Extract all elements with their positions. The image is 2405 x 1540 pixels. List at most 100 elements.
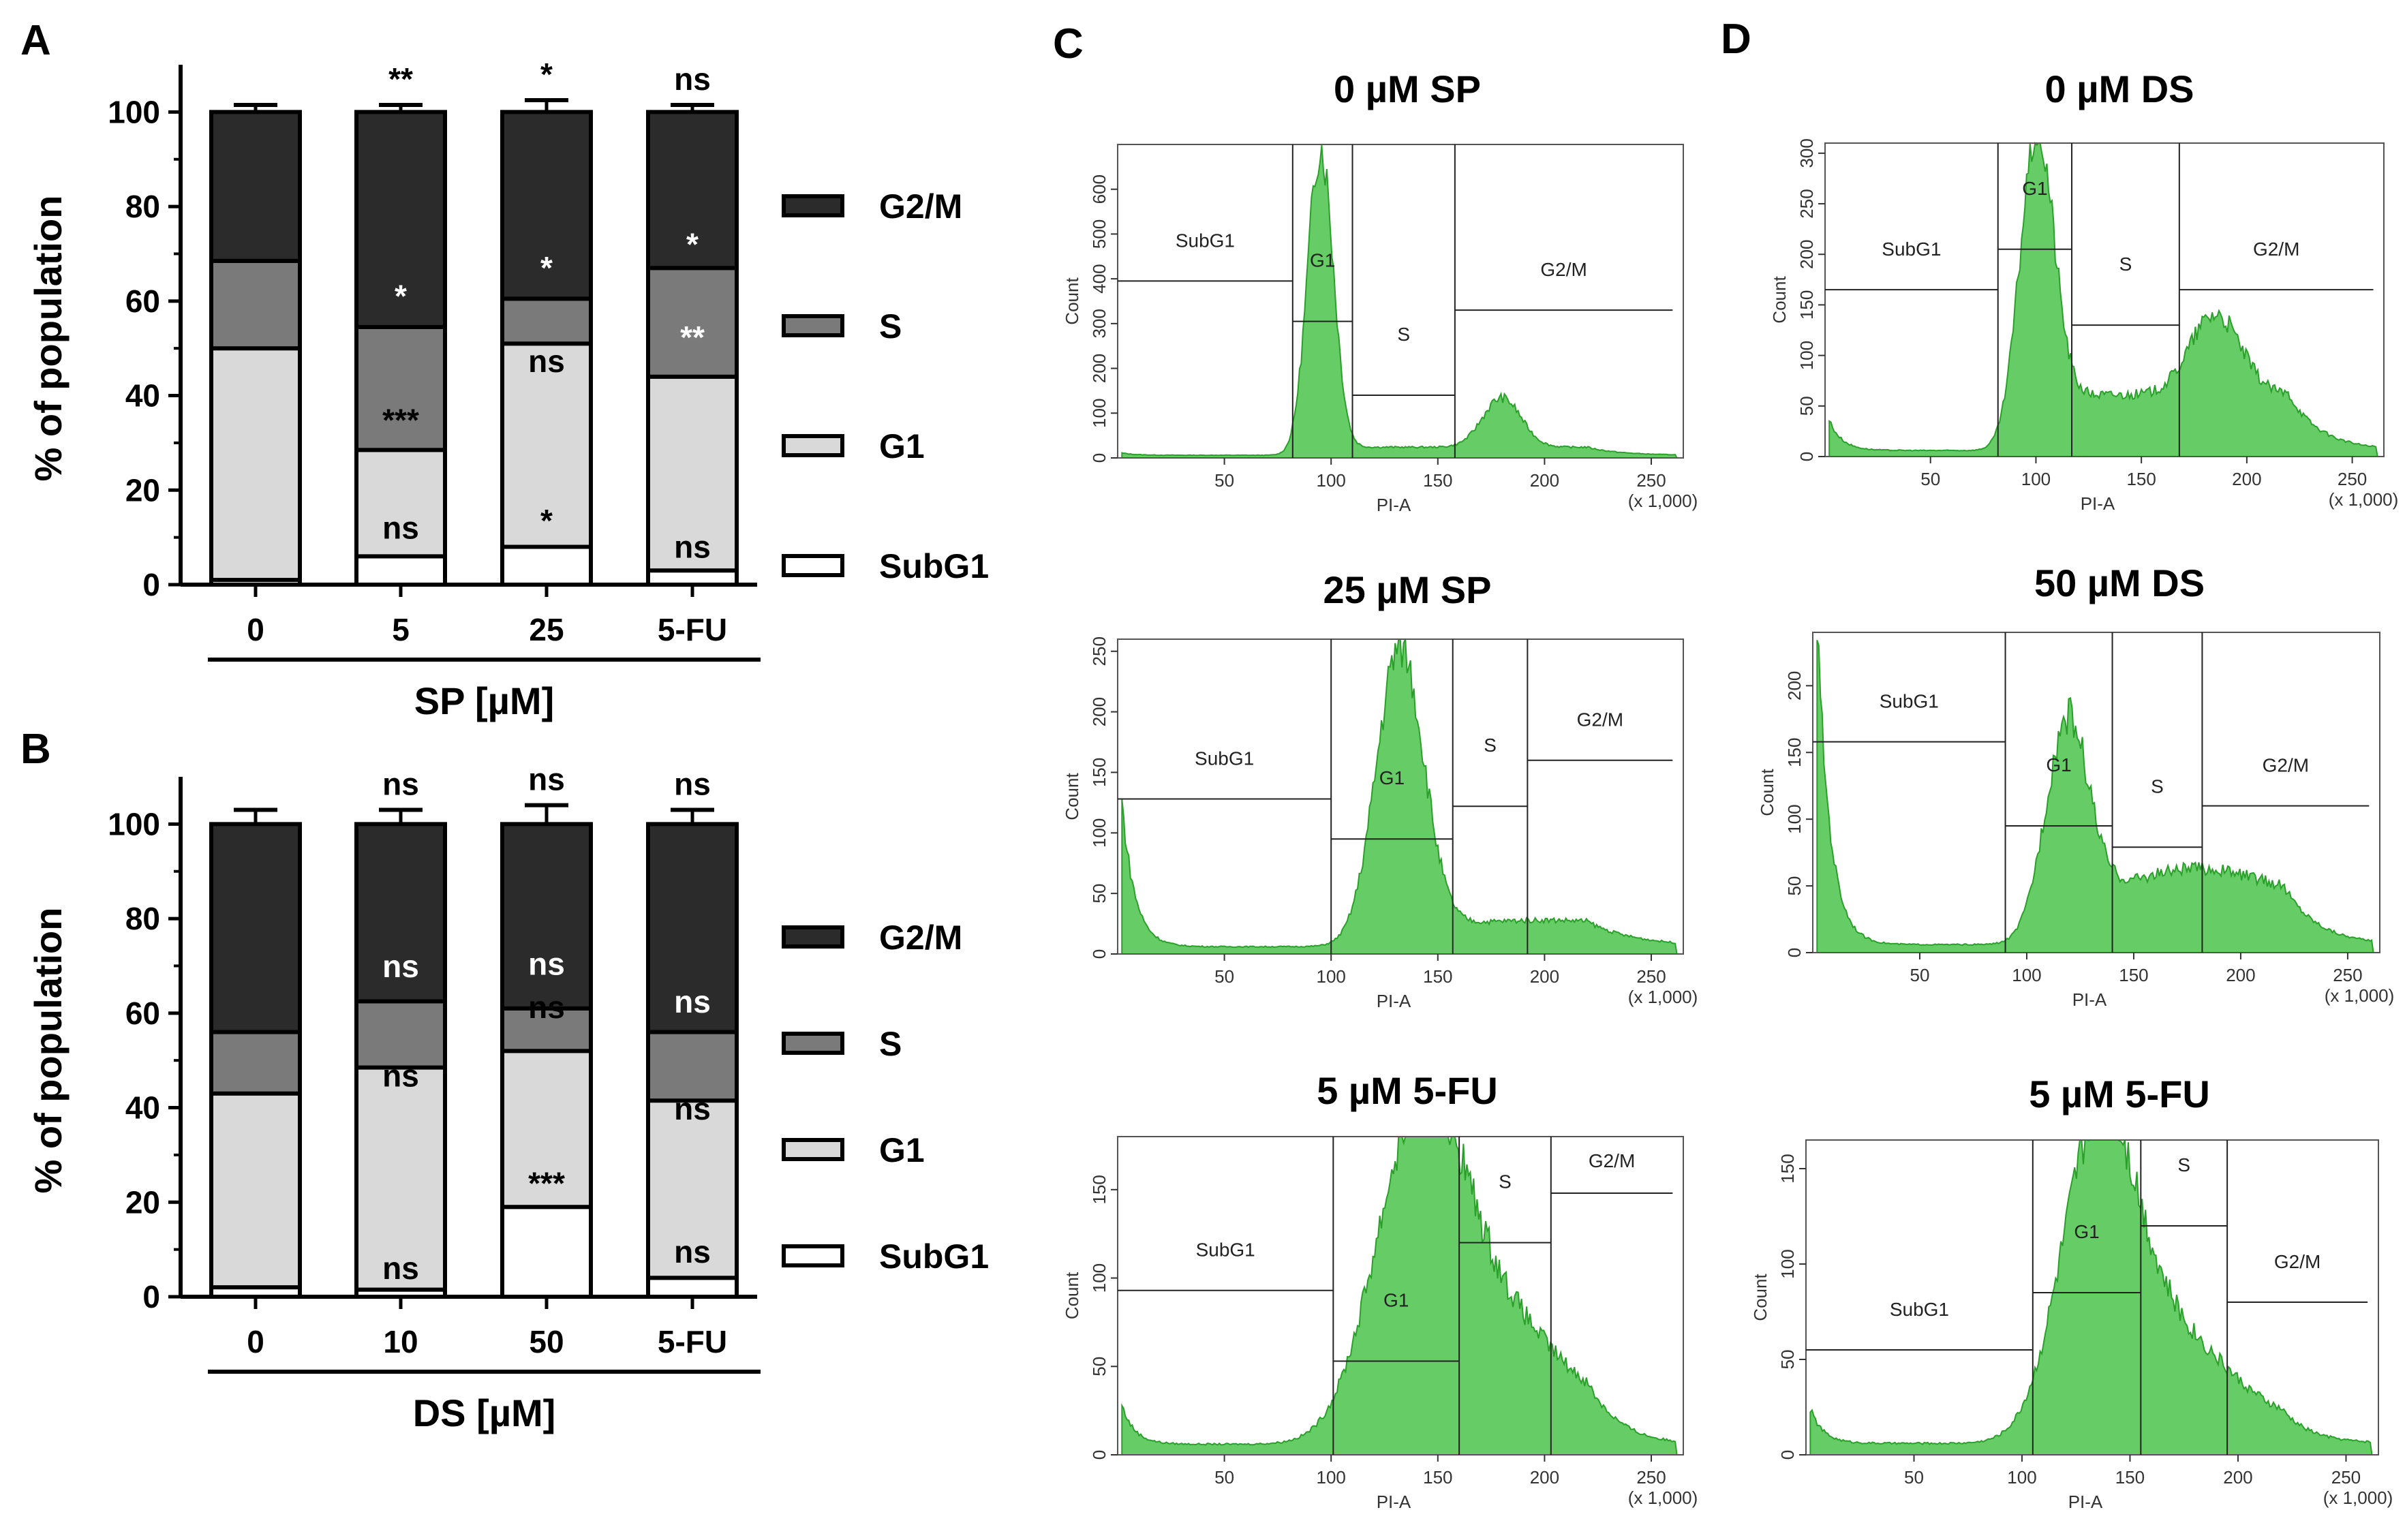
legend-swatch xyxy=(782,1032,844,1055)
gate-label: G2/M xyxy=(1589,1150,1635,1171)
x-scale-note: (x 1,000) xyxy=(2325,985,2395,1006)
y-tick-label: 40 xyxy=(125,378,160,414)
y-tick-label: 20 xyxy=(125,472,160,508)
significance-label: ns xyxy=(674,767,711,802)
y-tick-label: 150 xyxy=(1089,758,1109,787)
bar-g1-50 xyxy=(500,1049,593,1210)
significance-label: ns xyxy=(382,510,419,546)
significance-label: ns xyxy=(382,949,419,984)
x-tick-label: 50 xyxy=(1214,1467,1234,1488)
gate-label: G1 xyxy=(1310,250,1335,271)
bar-g2m-0 xyxy=(209,110,302,263)
histogram-fill xyxy=(1816,640,2374,953)
bar-g2m-5-FU xyxy=(646,110,739,271)
y-tick-label: 60 xyxy=(125,996,160,1031)
y-axis-label: Count xyxy=(1062,1272,1082,1319)
y-tick-label: 0 xyxy=(1089,1450,1109,1460)
y-tick-label: 100 xyxy=(1784,804,1805,833)
x-tick-label: 100 xyxy=(1317,1467,1346,1488)
bar-g1-0 xyxy=(209,346,302,583)
histogram-title: 5 µM 5-FU xyxy=(2029,1073,2210,1115)
y-axis-label: Count xyxy=(1750,1274,1771,1321)
x-tick-label: 100 xyxy=(1317,966,1346,987)
y-tick-label: 100 xyxy=(1089,1263,1109,1293)
gate-label: SubG1 xyxy=(1880,691,1939,712)
gate-label: G2/M xyxy=(2263,755,2309,776)
y-tick-label: 50 xyxy=(1796,396,1817,416)
x-tick-label: 0 xyxy=(247,612,264,647)
x-axis-label: PI-A xyxy=(1377,495,1411,515)
significance-label: ns xyxy=(674,529,711,564)
gate-label: S xyxy=(2177,1154,2190,1175)
gate-label: G2/M xyxy=(1577,709,1623,730)
gate-label: G1 xyxy=(2074,1221,2099,1242)
x-tick-label: 25 xyxy=(529,612,564,647)
x-tick-label: 10 xyxy=(383,1324,418,1359)
significance-label: ns xyxy=(528,946,565,982)
significance-label: *** xyxy=(528,1165,565,1201)
y-tick-label: 40 xyxy=(125,1090,160,1126)
significance-label: ** xyxy=(680,320,705,355)
significance-label: ns xyxy=(674,61,711,97)
gate-label: SubG1 xyxy=(1195,748,1254,769)
bar-g2m-25 xyxy=(500,110,593,301)
significance-label: *** xyxy=(382,402,419,437)
x-tick-label: 200 xyxy=(2223,1467,2252,1488)
legend-swatch xyxy=(782,1244,844,1267)
histogram-title: 25 µM SP xyxy=(1323,568,1491,611)
x-tick-label: 5 xyxy=(392,612,410,647)
histogram-D1: 0 µM DS SubG1 G1 S G2/M 0 50 100 150 200 250 300 50 1… xyxy=(1769,67,2398,514)
gate-label: G1 xyxy=(1379,767,1405,788)
histogram-D2: 50 µM DS SubG1 G1 S G2/M 0 50 100 150 200 50 100 150… xyxy=(1757,561,2394,1010)
y-tick-label: 0 xyxy=(142,1279,160,1314)
legend-label: SubG1 xyxy=(879,547,989,585)
panel-c-label: C xyxy=(1053,20,1084,67)
x-tick-label: 100 xyxy=(2007,1467,2036,1488)
plot-frame xyxy=(1812,632,2380,953)
histogram-fill xyxy=(1121,144,1679,459)
plot-frame xyxy=(1805,1139,2379,1456)
legend-swatch xyxy=(782,925,844,949)
bar-g2m-5-FU xyxy=(646,822,739,1034)
y-tick-label: 100 xyxy=(1089,399,1109,428)
panel-d-label: D xyxy=(1721,16,1751,63)
x-axis-label: PI-A xyxy=(2072,989,2107,1010)
x-tick-label: 100 xyxy=(2021,469,2051,489)
y-tick-label: 50 xyxy=(1089,884,1109,904)
gate-label: S xyxy=(1484,735,1497,756)
legend-swatch xyxy=(782,1138,844,1161)
x-axis-label: DS [µM] xyxy=(413,1391,556,1434)
y-tick-label: 150 xyxy=(1089,1175,1109,1204)
x-axis-label: PI-A xyxy=(2068,1492,2103,1512)
histogram-C2: 25 µM SP SubG1 G1 S G2/M 0 50 100 150 200 250 50 100… xyxy=(1062,568,1698,1011)
panel-a-bar-chart: A 0 20 40 60 80 100 % of population 0 5 25 5-FU SP [… xyxy=(20,17,989,722)
y-tick-label: 200 xyxy=(1796,240,1817,269)
x-tick-label: 150 xyxy=(2115,1467,2145,1488)
legend-swatch xyxy=(782,554,844,577)
y-tick-label: 300 xyxy=(1796,138,1817,168)
legend-label: S xyxy=(879,1025,902,1063)
legend-swatch xyxy=(782,314,844,337)
legend-label: G1 xyxy=(879,427,925,465)
plot-frame xyxy=(1117,638,1684,955)
legend-label: SubG1 xyxy=(879,1237,989,1276)
y-tick-label: 200 xyxy=(1784,671,1805,700)
bar-s-10 xyxy=(354,999,447,1070)
y-tick-label: 150 xyxy=(1784,738,1805,767)
significance-label: * xyxy=(540,57,553,92)
x-tick-label: 250 xyxy=(1636,966,1666,987)
y-tick-label: 250 xyxy=(1796,189,1817,218)
y-tick-label: 50 xyxy=(1784,876,1805,896)
x-tick-label: 200 xyxy=(2232,469,2261,489)
x-tick-label: 5-FU xyxy=(658,1324,727,1359)
significance-label: ns xyxy=(382,1250,419,1286)
x-tick-label: 200 xyxy=(1530,1467,1559,1488)
legend-swatch xyxy=(782,194,844,217)
significance-label: ns xyxy=(528,989,565,1025)
gate-label: G2/M xyxy=(2253,238,2299,260)
y-tick-label: 0 xyxy=(142,567,160,602)
x-tick-label: 200 xyxy=(2226,965,2255,985)
bar-subg1-5 xyxy=(354,554,447,587)
histogram-title: 0 µM SP xyxy=(1334,67,1481,110)
